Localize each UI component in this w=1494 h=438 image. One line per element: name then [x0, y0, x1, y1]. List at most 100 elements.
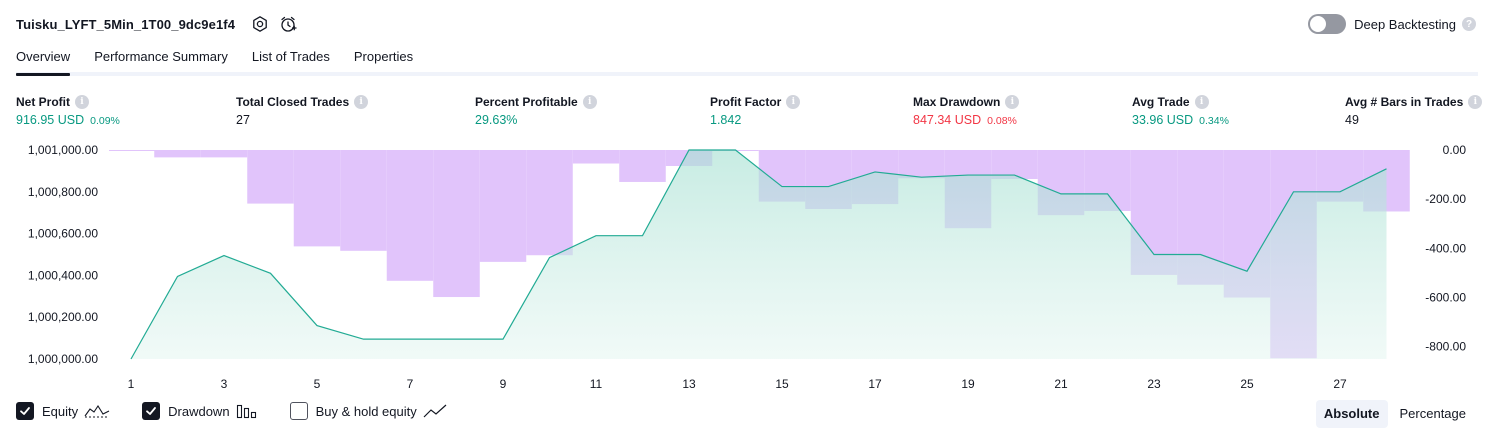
info-icon[interactable]: i — [1194, 95, 1209, 109]
percentage-button[interactable]: Percentage — [1399, 406, 1467, 421]
header: Tuisku_LYFT_5Min_1T00_9dc9e1f4 — [16, 12, 299, 36]
add-alert-icon[interactable] — [277, 13, 299, 35]
drawdown-bar — [154, 150, 201, 158]
metric-max-drawdown: Max Drawdown i 847.34 USD 0.08% — [913, 94, 1020, 127]
x-tick-label: 9 — [500, 377, 507, 391]
y-right-tick-label: -800.00 — [1425, 340, 1466, 354]
deep-backtesting-label: Deep Backtesting — [1354, 16, 1456, 32]
legend-equity-label: Equity — [42, 403, 79, 419]
metric-percent: 0.08% — [987, 115, 1017, 127]
y-right-tick-label: 0.00 — [1443, 143, 1467, 157]
metric-value: 1.842 — [710, 113, 742, 127]
metric-label: Profit Factor — [710, 95, 782, 109]
metric-value: 916.95 USD — [16, 113, 85, 127]
metric-value: 29.63% — [475, 113, 518, 127]
x-tick-label: 19 — [961, 377, 975, 391]
tab-performance-summary[interactable]: Performance Summary — [94, 49, 228, 64]
tab-bar: Overview Performance Summary List of Tra… — [16, 44, 1478, 76]
x-tick-label: 21 — [1054, 377, 1068, 391]
drawdown-checkbox[interactable] — [142, 402, 161, 420]
legend-drawdown-label: Drawdown — [168, 403, 230, 419]
x-tick-label: 11 — [590, 377, 603, 391]
absolute-button[interactable]: Absolute — [1315, 400, 1388, 428]
metric-percent-profitable: Percent Profitable i 29.63% — [475, 94, 597, 127]
tab-properties[interactable]: Properties — [353, 49, 414, 64]
drawdown-bar — [479, 150, 527, 262]
metric-label: Max Drawdown — [913, 95, 1001, 109]
metric-label: Total Closed Trades — [236, 95, 350, 109]
y-left-tick-label: 1,000,000.00 — [28, 352, 98, 366]
y-right-tick-label: -200.00 — [1425, 192, 1466, 206]
info-icon[interactable]: i — [75, 95, 89, 109]
drawdown-bars-icon — [236, 403, 258, 419]
y-left-tick-label: 1,001,000.00 — [28, 143, 98, 157]
strategy-title: Tuisku_LYFT_5Min_1T00_9dc9e1f4 — [16, 16, 236, 32]
drawdown-bar — [572, 150, 620, 164]
metric-value: 49 — [1345, 113, 1359, 127]
equity-chart: 1,001,000.00 1,000,800.00 1,000,600.00 1,00… — [0, 138, 1494, 398]
legend-drawdown[interactable]: Drawdown — [142, 402, 257, 420]
chart-legend: Equity Drawdown Buy & hold equity — [16, 402, 479, 420]
drawdown-bar — [247, 150, 294, 204]
drawdown-bar — [619, 150, 666, 182]
metric-value: 847.34 USD — [913, 113, 982, 127]
legend-equity[interactable]: Equity — [16, 402, 110, 420]
chart-svg: 1,001,000.00 1,000,800.00 1,000,600.00 1,00… — [28, 143, 1466, 391]
x-tick-label: 5 — [314, 377, 321, 391]
deep-backtesting-toggle[interactable] — [1308, 14, 1347, 34]
x-tick-label: 25 — [1240, 377, 1254, 391]
metric-avg-bars: Avg # Bars in Trades i 49 — [1345, 94, 1483, 127]
drawdown-bar — [109, 150, 156, 151]
metric-profit-factor: Profit Factor i 1.842 — [710, 94, 801, 127]
info-icon[interactable]: i — [582, 95, 597, 109]
x-tick-label: 15 — [775, 377, 789, 391]
drawdown-bar — [200, 150, 248, 158]
buy-hold-checkbox[interactable] — [289, 402, 308, 420]
metric-net-profit: Net Profit i 916.95 USD 0.09% — [16, 94, 120, 127]
legend-buy-hold[interactable]: Buy & hold equity — [289, 402, 447, 420]
drawdown-bar — [433, 150, 480, 298]
settings-icon[interactable] — [249, 13, 271, 35]
equity-area-fill — [131, 150, 1387, 359]
drawdown-bar — [386, 150, 434, 281]
equity-line-icon — [84, 403, 110, 419]
metric-label: Avg Trade — [1132, 95, 1190, 109]
toggle-knob — [1310, 16, 1327, 32]
metric-label: Percent Profitable — [475, 95, 578, 109]
y-right-tick-label: -400.00 — [1425, 241, 1466, 255]
drawdown-bar — [526, 150, 573, 256]
metric-avg-trade: Avg Trade i 33.96 USD 0.34% — [1132, 94, 1229, 127]
chart-axes: 1,001,000.00 1,000,800.00 1,000,600.00 1,00… — [28, 143, 1466, 391]
info-icon[interactable]: i — [1005, 95, 1020, 109]
info-icon[interactable]: i — [1468, 95, 1483, 109]
x-tick-label: 13 — [682, 377, 696, 391]
y-left-tick-label: 1,000,200.00 — [28, 310, 98, 324]
drawdown-bar — [898, 150, 945, 179]
info-icon[interactable]: i — [354, 95, 369, 109]
chart-mode-switch: Absolute Percentage — [1312, 400, 1474, 428]
metric-value: 33.96 USD — [1132, 113, 1194, 127]
y-right-tick-label: -600.00 — [1425, 291, 1466, 305]
x-tick-label: 7 — [407, 377, 414, 391]
x-tick-label: 27 — [1333, 377, 1347, 391]
metric-label: Net Profit — [16, 95, 70, 109]
y-left-tick-label: 1,000,400.00 — [28, 268, 98, 282]
buy-hold-line-icon — [423, 403, 447, 419]
tab-overview[interactable]: Overview — [16, 44, 71, 76]
y-left-tick-label: 1,000,600.00 — [28, 227, 98, 241]
info-icon[interactable]: i — [786, 95, 801, 109]
equity-line — [130, 149, 1387, 360]
legend-buy-hold-label: Buy & hold equity — [315, 403, 417, 419]
x-tick-label: 1 — [128, 377, 135, 391]
x-tick-label: 23 — [1147, 377, 1161, 391]
y-left-tick-label: 1,000,800.00 — [28, 185, 98, 199]
tab-list-of-trades[interactable]: List of Trades — [251, 49, 330, 64]
help-icon[interactable]: ? — [1462, 17, 1476, 31]
metric-percent: 0.34% — [1199, 115, 1229, 127]
metric-percent: 0.09% — [90, 115, 120, 127]
equity-checkbox[interactable] — [16, 402, 34, 420]
metric-value: 27 — [236, 113, 250, 127]
drawdown-bar — [991, 150, 1038, 180]
deep-backtesting: Deep Backtesting ? — [1308, 14, 1476, 34]
x-tick-label: 3 — [221, 377, 228, 391]
